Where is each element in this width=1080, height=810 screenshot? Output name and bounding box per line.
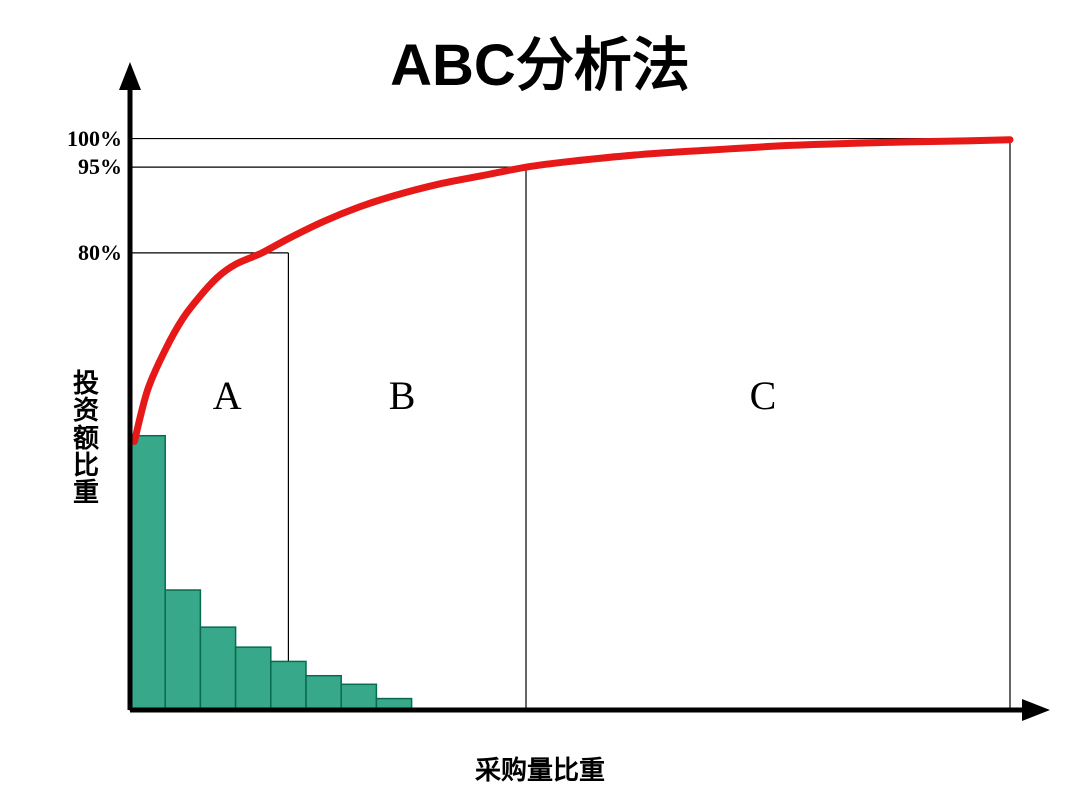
y-axis-label: 投资额比重 (72, 370, 100, 506)
region-label-a: A (213, 372, 242, 419)
x-axis-label: 采购量比重 (0, 750, 1080, 787)
ytick-100: 100% (62, 126, 122, 152)
chart-canvas (0, 0, 1080, 810)
ytick-95: 95% (62, 154, 122, 180)
region-label-b: B (389, 372, 416, 419)
abc-pareto-chart: ABC分析法 投资额比重 采购量比重 100% 95% 80% A B C (0, 0, 1080, 810)
region-label-c: C (750, 372, 777, 419)
ytick-80: 80% (62, 240, 122, 266)
